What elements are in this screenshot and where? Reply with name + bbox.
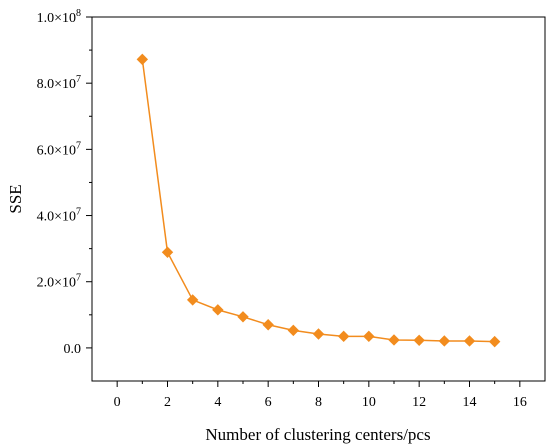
data-point-marker [136,53,149,66]
x-tick-label: 8 [315,395,322,410]
x-tick-label: 14 [463,395,477,410]
data-point-marker [388,334,400,346]
y-tick-label: 6.0×107 [37,140,81,158]
data-point-marker [262,319,274,331]
x-tick-label: 0 [114,395,121,410]
data-point-marker [186,294,199,306]
y-axis-ticks: 0.0 2.0×107 4.0×107 6.0×107 8.0×107 1.0×108 [37,8,92,357]
data-point-marker [287,324,300,337]
y-tick-label: 4.0×107 [37,207,81,225]
data-point-marker [237,311,249,323]
data-point-marker [438,335,451,347]
x-tick-label: 16 [513,395,527,410]
y-tick-label: 1.0×108 [37,8,81,26]
data-point-marker [337,330,350,343]
y-tick-label: 0.0 [64,342,82,357]
data-point-marker [463,335,476,347]
x-tick-label: 10 [362,395,376,410]
x-tick-label: 2 [164,395,171,410]
y-tick-label: 2.0×107 [37,273,81,291]
x-axis-title: Number of clustering centers/pcs [205,425,430,444]
x-tick-label: 12 [412,395,426,410]
data-point-marker [161,246,174,258]
x-tick-label: 4 [214,395,221,410]
data-point-marker [312,328,325,340]
data-point-marker [212,304,224,316]
y-axis-title: SSE [6,184,25,213]
data-point-marker [413,334,425,347]
series-layer [136,53,501,348]
x-axis-ticks: 0 2 4 6 8 10 12 14 16 [114,381,527,410]
x-tick-label: 6 [265,395,272,410]
data-point-marker [488,335,501,348]
y-tick-label: 8.0×107 [37,74,81,92]
data-point-marker [363,330,375,343]
